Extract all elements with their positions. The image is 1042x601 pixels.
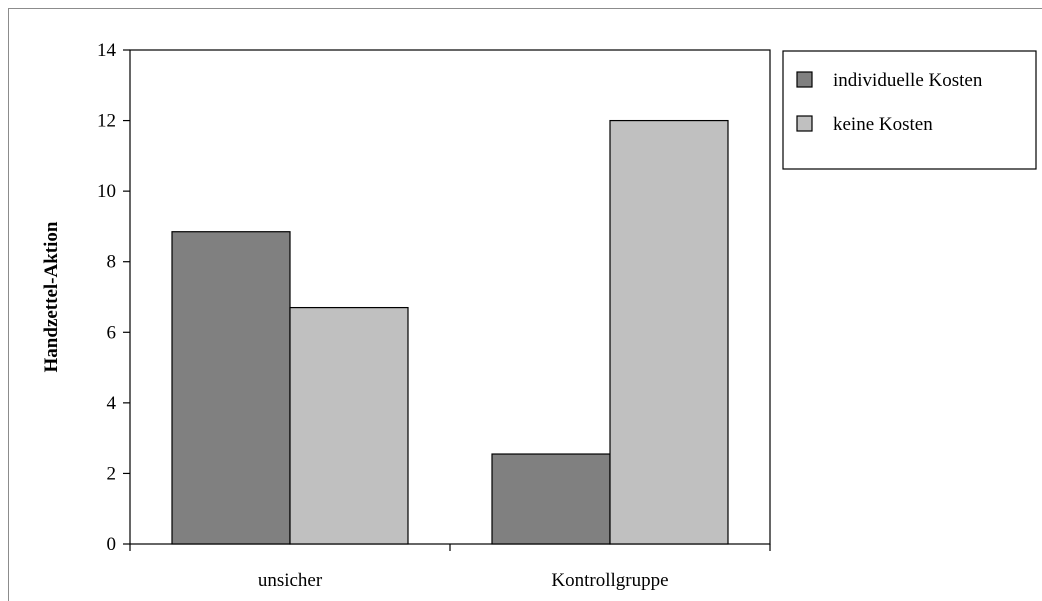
legend: individuelle Kosten keine Kosten xyxy=(782,50,1037,170)
x-tick-label: unsicher xyxy=(258,570,323,591)
y-tick-label: 12 xyxy=(97,111,116,132)
bar-individuelle-kosten-kontrollgruppe xyxy=(491,453,611,545)
y-tick-label: 4 xyxy=(107,393,117,414)
y-tick-label: 2 xyxy=(107,463,117,484)
x-tick-label: Kontrollgruppe xyxy=(551,570,668,591)
bar-keine-kosten-kontrollgruppe xyxy=(609,119,729,545)
bar-individuelle-kosten-unsicher xyxy=(171,231,291,545)
y-tick-label: 0 xyxy=(107,534,117,555)
legend-label: individuelle Kosten xyxy=(833,70,983,91)
y-tick-label: 8 xyxy=(107,252,117,273)
legend-box xyxy=(782,50,1037,170)
legend-swatch xyxy=(796,115,813,132)
y-tick-label: 10 xyxy=(97,181,116,202)
y-tick-label: 6 xyxy=(107,322,117,343)
y-tick-label: 14 xyxy=(97,40,117,61)
legend-swatch xyxy=(796,71,813,88)
x-axis: unsicher Kontrollgruppe xyxy=(129,544,771,591)
y-axis: 0 2 4 6 8 10 12 14 xyxy=(97,40,130,555)
bar-keine-kosten-unsicher xyxy=(289,306,409,545)
y-axis-title: Handzettel-Aktion xyxy=(41,221,62,372)
legend-label: keine Kosten xyxy=(833,114,933,135)
bars xyxy=(171,119,729,545)
